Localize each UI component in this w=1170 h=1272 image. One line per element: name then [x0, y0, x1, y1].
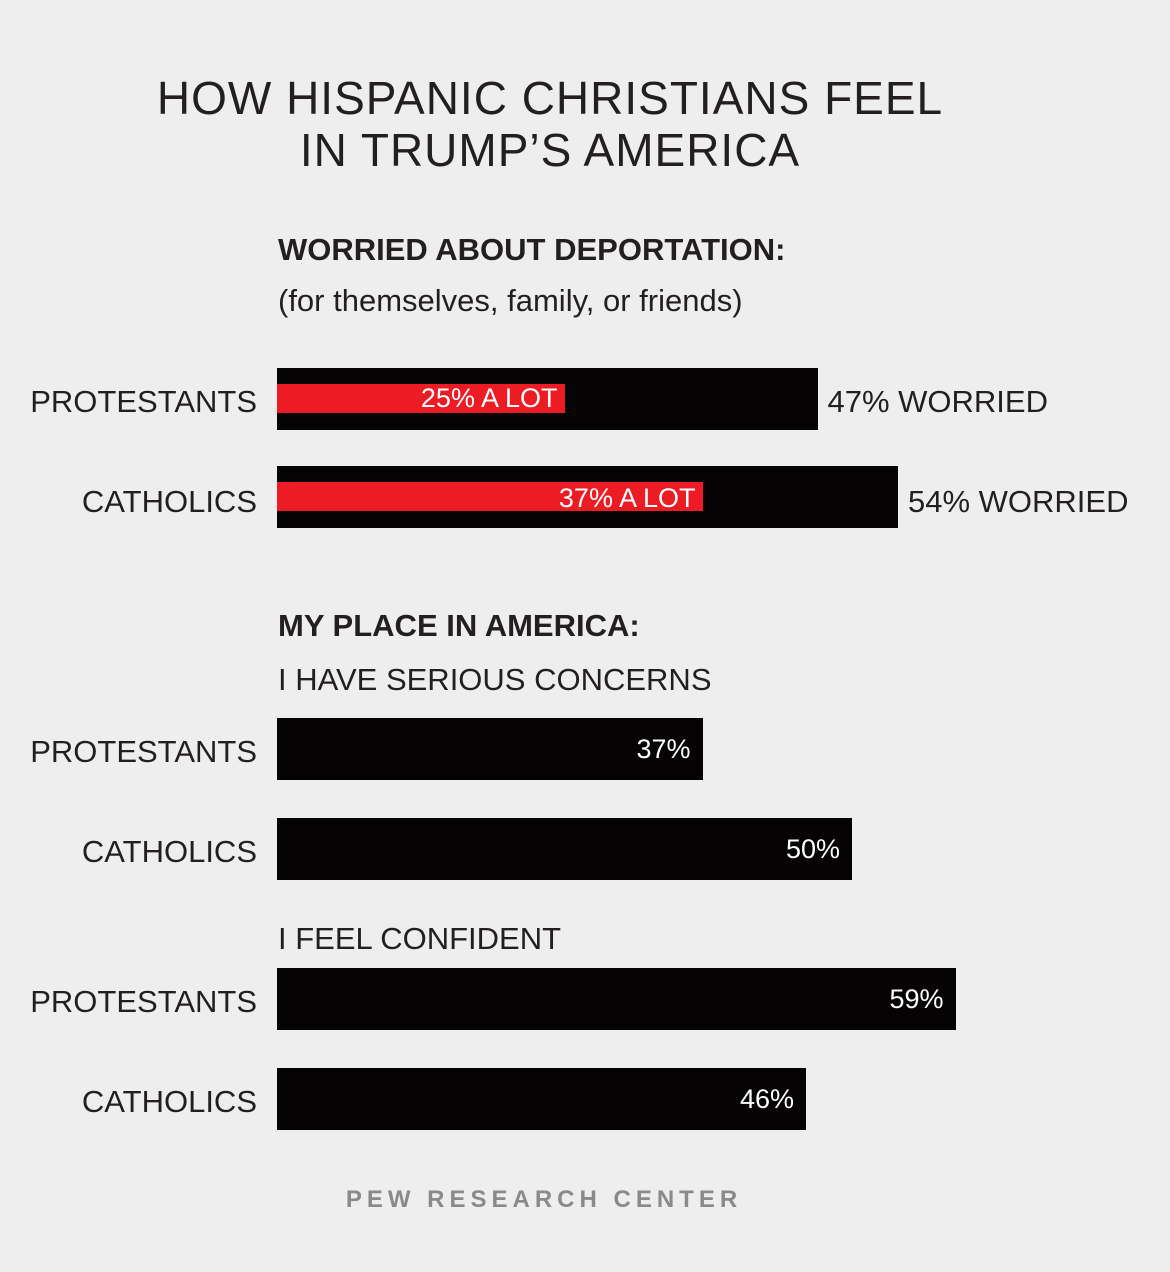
bar-a-lot-catholics — [277, 482, 703, 511]
category-label: CATHOLICS — [81, 1084, 257, 1119]
data-label-a-lot: 37% A LOT — [558, 483, 696, 513]
data-label: 59% — [889, 984, 944, 1014]
bar-confident-protestants — [277, 968, 956, 1030]
data-label: 46% — [739, 1084, 794, 1114]
subsection-concerns: I HAVE SERIOUS CONCERNS — [278, 662, 712, 697]
category-label: CATHOLICS — [81, 484, 257, 519]
data-label-worried: 47% WORRIED — [827, 384, 1048, 419]
data-label: 50% — [785, 834, 840, 864]
section-title-place: MY PLACE IN AMERICA: — [278, 608, 640, 643]
section-subtitle-deportation: (for themselves, family, or friends) — [278, 283, 743, 318]
source-credit: PEW RESEARCH CENTER — [345, 1186, 743, 1213]
bar-a-lot-protestants — [277, 384, 565, 413]
data-label-worried: 54% WORRIED — [908, 484, 1129, 519]
section-title-deportation: WORRIED ABOUT DEPORTATION: — [278, 232, 786, 267]
bar-confident-catholics — [277, 1068, 806, 1130]
bar-concerns-catholics — [277, 818, 852, 880]
category-label: PROTESTANTS — [30, 984, 257, 1019]
title-line-2: IN TRUMP’S AMERICA — [299, 124, 801, 176]
category-label: PROTESTANTS — [30, 384, 257, 419]
chart-title: HOW HISPANIC CHRISTIANS FEEL IN TRUMP’S … — [0, 72, 1100, 176]
category-label: PROTESTANTS — [30, 734, 257, 769]
category-label: CATHOLICS — [81, 834, 257, 869]
subsection-confident: I FEEL CONFIDENT — [278, 921, 562, 956]
title-line-1: HOW HISPANIC CHRISTIANS FEEL — [156, 72, 944, 124]
data-label: 37% — [636, 734, 691, 764]
data-label-a-lot: 25% A LOT — [420, 383, 558, 413]
bar-concerns-protestants — [277, 718, 703, 780]
